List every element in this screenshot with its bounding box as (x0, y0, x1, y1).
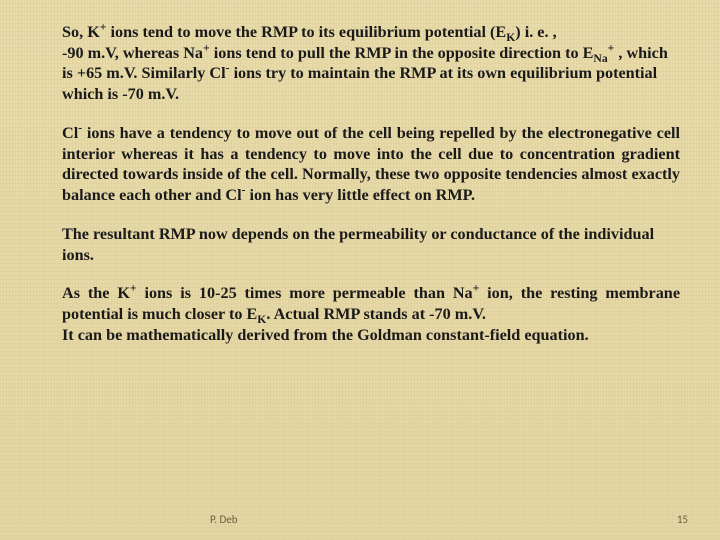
paragraph-2: Cl- ions have a tendency to move out of … (62, 123, 680, 206)
footer-page-number: 15 (677, 513, 688, 526)
paragraph-1: So, K+ ions tend to move the RMP to its … (62, 22, 680, 105)
slide-body: So, K+ ions tend to move the RMP to its … (62, 22, 680, 346)
footer-author: P. Deb (210, 513, 238, 526)
paragraph-3: The resultant RMP now depends on the per… (62, 224, 680, 265)
paragraph-4: As the K+ ions is 10-25 times more perme… (62, 283, 680, 345)
